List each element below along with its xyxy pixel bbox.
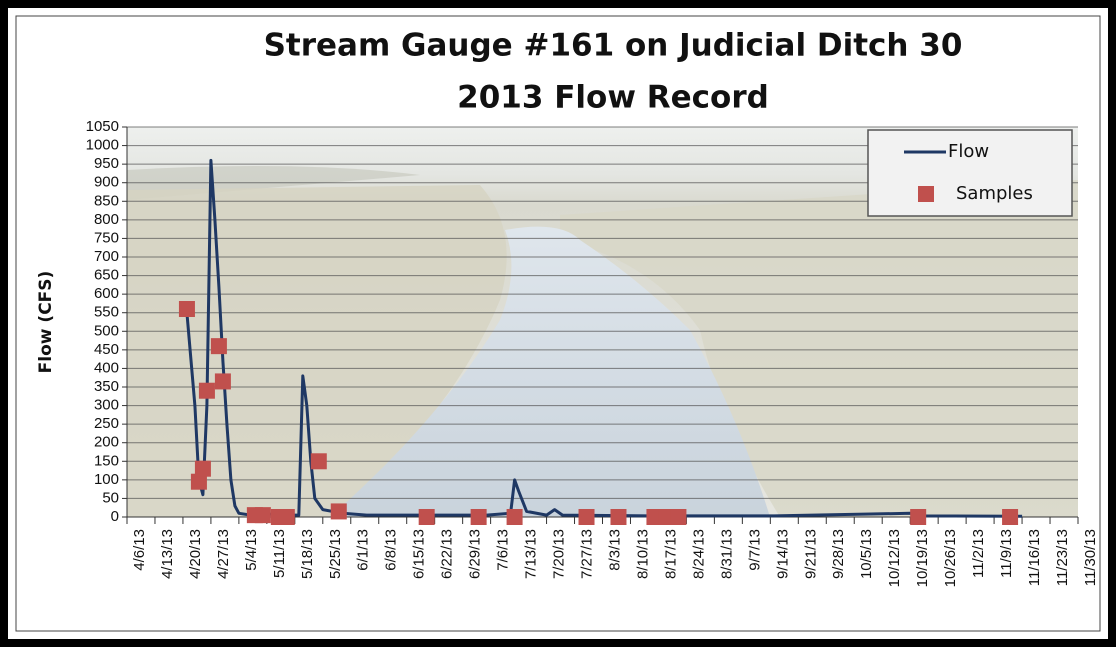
y-tick-label: 0 bbox=[111, 508, 119, 525]
x-tick-label: 4/20/13 bbox=[187, 529, 204, 579]
sample-marker bbox=[470, 509, 487, 525]
x-tick-label: 5/11/13 bbox=[271, 529, 288, 578]
x-tick-label: 4/6/13 bbox=[131, 529, 148, 571]
x-tick-label: 8/3/13 bbox=[606, 529, 623, 571]
x-tick-label: 8/17/13 bbox=[662, 529, 679, 579]
y-tick-label: 550 bbox=[94, 304, 119, 321]
x-tick-label: 7/27/13 bbox=[578, 529, 595, 579]
sample-marker bbox=[910, 509, 927, 525]
y-axis-label: Flow (CFS) bbox=[36, 271, 56, 374]
x-tick-label: 5/18/13 bbox=[299, 529, 316, 579]
x-tick-label: 8/10/13 bbox=[634, 529, 651, 579]
x-tick-label: 6/15/13 bbox=[411, 529, 428, 579]
legend-label: Flow bbox=[948, 141, 989, 162]
x-tick-label: 6/8/13 bbox=[383, 529, 400, 571]
sample-marker bbox=[198, 382, 215, 399]
x-tick-label: 8/24/13 bbox=[690, 529, 707, 579]
legend-swatch bbox=[918, 186, 934, 202]
y-tick-label: 450 bbox=[94, 341, 119, 358]
x-tick-label: 10/26/13 bbox=[942, 529, 959, 587]
y-tick-label: 100 bbox=[94, 471, 119, 488]
sample-marker bbox=[610, 509, 627, 525]
x-tick-label: 6/22/13 bbox=[439, 529, 456, 579]
legend-box bbox=[867, 129, 1073, 217]
y-tick-label: 150 bbox=[94, 452, 119, 469]
y-tick-label: 950 bbox=[94, 155, 119, 172]
y-tick-label: 900 bbox=[94, 174, 119, 191]
sample-marker bbox=[310, 453, 327, 470]
sample-marker bbox=[670, 509, 687, 525]
y-tick-label: 650 bbox=[94, 267, 119, 284]
x-tick-label: 6/1/13 bbox=[355, 529, 372, 571]
sample-marker bbox=[278, 509, 295, 525]
x-tick-label: 11/9/13 bbox=[998, 529, 1015, 578]
x-tick-label: 5/25/13 bbox=[327, 529, 344, 579]
sample-marker bbox=[578, 509, 595, 525]
x-tick-label: 10/5/13 bbox=[858, 529, 875, 579]
x-tick-label: 9/28/13 bbox=[830, 529, 847, 579]
x-tick-label: 9/7/13 bbox=[746, 529, 763, 571]
y-tick-label: 1050 bbox=[86, 118, 119, 135]
y-tick-label: 600 bbox=[94, 285, 119, 302]
x-tick-label: 9/14/13 bbox=[774, 529, 791, 579]
x-tick-label: 11/23/13 bbox=[1054, 529, 1071, 586]
x-tick-label: 7/6/13 bbox=[495, 529, 512, 571]
chart-subtitle: 2013 Flow Record bbox=[457, 80, 769, 116]
sample-marker bbox=[210, 338, 227, 355]
x-tick-label: 11/2/13 bbox=[970, 529, 987, 578]
y-tick-label: 400 bbox=[94, 359, 119, 376]
x-tick-label: 4/27/13 bbox=[215, 529, 232, 579]
sample-marker bbox=[506, 509, 523, 525]
y-tick-label: 250 bbox=[94, 415, 119, 432]
legend-label: Samples bbox=[956, 183, 1033, 204]
x-tick-label: 7/20/13 bbox=[551, 529, 568, 579]
sample-marker bbox=[214, 373, 231, 390]
x-tick-label: 11/16/13 bbox=[1026, 529, 1043, 586]
x-tick-label: 8/31/13 bbox=[718, 529, 735, 579]
y-tick-label: 1000 bbox=[86, 137, 119, 154]
x-tick-label: 10/19/13 bbox=[914, 529, 931, 587]
chart-border bbox=[15, 15, 1101, 632]
x-tick-label: 6/29/13 bbox=[467, 529, 484, 579]
x-tick-label: 11/30/13 bbox=[1082, 529, 1099, 586]
y-tick-label: 50 bbox=[102, 489, 119, 506]
sample-marker bbox=[190, 473, 207, 490]
y-tick-label: 700 bbox=[94, 248, 119, 265]
sample-marker bbox=[330, 503, 347, 520]
y-tick-label: 750 bbox=[94, 229, 119, 246]
y-tick-label: 300 bbox=[94, 397, 119, 414]
sample-marker bbox=[1002, 509, 1019, 525]
x-tick-label: 10/12/13 bbox=[886, 529, 903, 587]
y-tick-label: 800 bbox=[94, 211, 119, 228]
sample-marker bbox=[418, 509, 435, 525]
x-tick-label: 4/13/13 bbox=[159, 529, 176, 579]
y-tick-label: 850 bbox=[94, 192, 119, 209]
sample-marker bbox=[178, 301, 195, 317]
sample-marker bbox=[254, 507, 271, 524]
x-tick-label: 9/21/13 bbox=[802, 529, 819, 579]
chart-title: Stream Gauge #161 on Judicial Ditch 30 bbox=[264, 28, 963, 64]
x-tick-label: 5/4/13 bbox=[243, 529, 260, 571]
x-tick-label: 7/13/13 bbox=[523, 529, 540, 579]
y-tick-label: 500 bbox=[94, 322, 119, 339]
y-tick-label: 200 bbox=[94, 434, 119, 451]
y-tick-label: 350 bbox=[94, 378, 119, 395]
sample-marker bbox=[194, 460, 211, 477]
flow-line bbox=[185, 158, 1023, 518]
background-photo bbox=[127, 127, 1078, 517]
